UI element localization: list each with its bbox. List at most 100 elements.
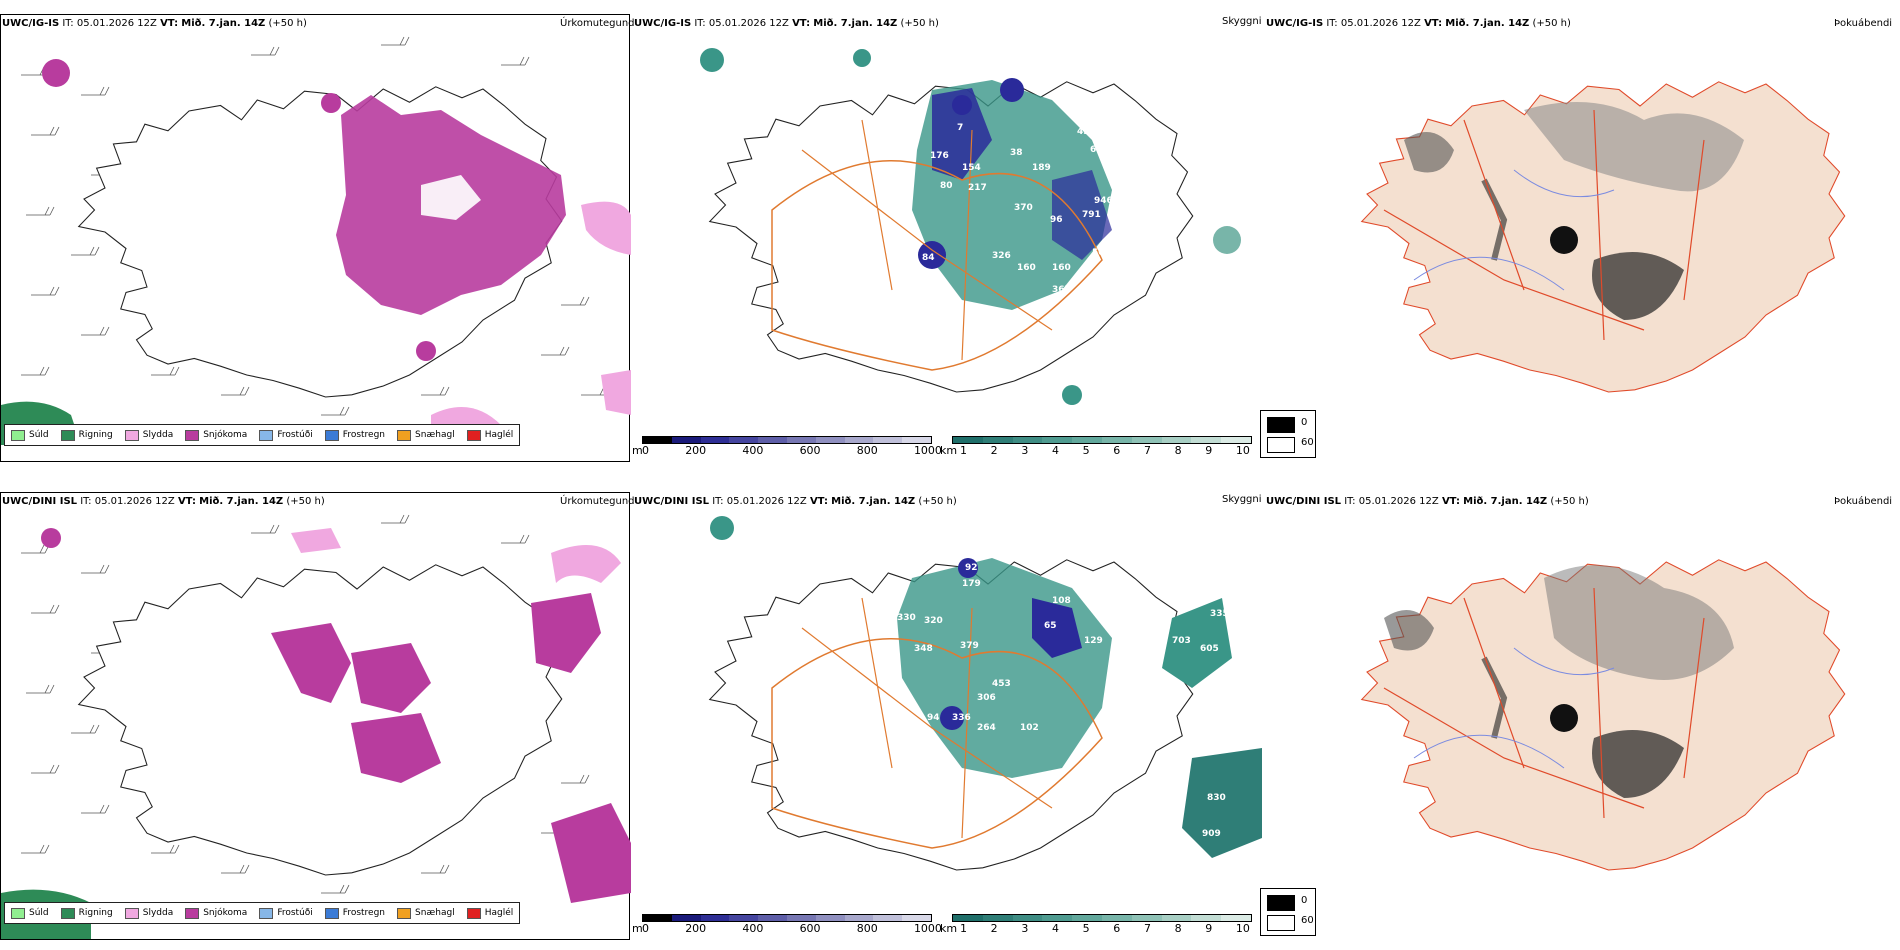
panel-title: Úrkomutegund [560, 18, 635, 29]
panel-header: UWC/IG-IS IT: 05.01.2026 12Z VT: Mið. 7.… [634, 18, 939, 29]
legend-item: Frostregn [324, 907, 385, 919]
legend-item: Snjókoma [185, 907, 247, 919]
fog-map[interactable] [1264, 508, 1894, 940]
legend-item: Snjókoma [185, 429, 247, 441]
precip-legend: Súld Rigning Slydda Snjókoma Frostúði Fr… [4, 902, 521, 924]
cloud-value: 179 [962, 579, 981, 589]
cloud-value: 370 [1014, 203, 1033, 213]
legend-item: Frostregn [324, 429, 385, 441]
cloud-value: 335 [1210, 609, 1229, 619]
fog-legend: 0 60 [1260, 410, 1316, 458]
cloud-value: 92 [965, 563, 978, 573]
legend-item: Snæhagl [397, 907, 455, 919]
cloud-value: 129 [1084, 636, 1103, 646]
cloudbase-colorbar [642, 436, 932, 444]
cloud-value: 453 [992, 679, 1011, 689]
cloud-value: 108 [1052, 596, 1071, 606]
cloud-value: 830 [1207, 793, 1226, 803]
legend-item: Rigning [60, 907, 113, 919]
colorbar-ticks: 1 2 3 4 5 6 7 8 9 10 [960, 922, 1250, 935]
cloud-value: 379 [960, 641, 979, 651]
cloud-value: 94 [927, 713, 940, 723]
precip-type-panel-bottom: UWC/DINI ISL IT: 05.01.2026 12Z VT: Mið.… [0, 478, 635, 940]
cloud-value: 526 [1117, 215, 1136, 225]
cloud-value: 96 [1050, 215, 1063, 225]
panel-title: Þokuábendi [1834, 496, 1893, 507]
cloud-value: 306 [977, 693, 996, 703]
cloud-value: 791 [1082, 210, 1101, 220]
visibility-panel-bottom: UWC/DINI ISL IT: 05.01.2026 12Z VT: Mið.… [632, 478, 1262, 940]
cloud-value: 102 [1020, 723, 1039, 733]
cloud-value: 65 [1044, 621, 1057, 631]
legend-item: Frostúði [259, 907, 313, 919]
cloud-value: 453 [1077, 127, 1096, 137]
colorbar-unit: m [632, 922, 643, 935]
fog-map[interactable] [1264, 30, 1894, 462]
visibility-map[interactable]: 7 176 80 154 217 38 189 453 604 946 370 … [632, 30, 1262, 462]
panel-header: UWC/DINI ISL IT: 05.01.2026 12Z VT: Mið.… [1266, 496, 1589, 507]
legend-item: Haglél [466, 907, 513, 919]
fog-panel-top: UWC/IG-IS IT: 05.01.2026 12Z VT: Mið. 7.… [1260, 0, 1894, 462]
cloud-value: 348 [914, 644, 933, 654]
cloud-value: 154 [962, 163, 981, 173]
cloud-value: 160 [1017, 263, 1036, 273]
cloud-value: 189 [1032, 163, 1051, 173]
cloud-value: 367 [1052, 285, 1071, 295]
legend-item: Rigning [60, 429, 113, 441]
cloud-value: 505 [1092, 248, 1111, 258]
legend-item: Snæhagl [397, 429, 455, 441]
panel-title: Þokuábendi [1834, 18, 1893, 29]
cloud-value: 264 [977, 723, 996, 733]
precip-map[interactable] [0, 492, 631, 940]
panel-header: UWC/IG-IS IT: 05.01.2026 12Z VT: Mið. 7.… [2, 18, 307, 29]
legend-item: Súld [11, 429, 49, 441]
cloud-base-values: 92 179 108 330 320 379 348 65 129 703 60… [897, 563, 1229, 839]
cloud-value: 909 [1202, 829, 1221, 839]
legend-item: Slydda [124, 429, 173, 441]
cloud-value: 176 [930, 151, 949, 161]
precip-type-panel-top: UWC/IG-IS IT: 05.01.2026 12Z VT: Mið. 7.… [0, 0, 635, 462]
cloud-value: 217 [968, 183, 987, 193]
cloud-value: 38 [1010, 148, 1023, 158]
colorbar-ticks: 0 200 400 600 800 1000 [642, 922, 942, 935]
panel-header: UWC/IG-IS IT: 05.01.2026 12Z VT: Mið. 7.… [1266, 18, 1571, 29]
visibility-colorbar [952, 914, 1252, 922]
visibility-colorbar [952, 436, 1252, 444]
legend-item: Súld [11, 907, 49, 919]
fog-legend: 0 60 [1260, 888, 1316, 936]
colorbar-ticks: 0 200 400 600 800 1000 [642, 444, 942, 457]
cloud-base-values: 7 176 80 154 217 38 189 453 604 946 370 … [922, 123, 1151, 295]
cloud-value: 605 [1200, 644, 1219, 654]
cloudbase-colorbar [642, 914, 932, 922]
cloud-value: 160 [1052, 263, 1071, 273]
cloud-value: 330 [897, 613, 916, 623]
colorbar-unit: km [940, 444, 958, 457]
cloud-value: 326 [992, 251, 1011, 261]
legend-item: Frostúði [259, 429, 313, 441]
panel-title: Skyggni [1222, 16, 1262, 27]
cloud-value: 290 [1132, 209, 1151, 219]
cloud-value: 336 [952, 713, 971, 723]
colorbar-unit: km [940, 922, 958, 935]
cloud-value: 84 [922, 253, 935, 263]
cloud-value: 320 [924, 616, 943, 626]
precip-map[interactable] [0, 14, 631, 462]
panel-title: Skyggni [1222, 494, 1262, 505]
panel-header: UWC/DINI ISL IT: 05.01.2026 12Z VT: Mið.… [2, 496, 325, 507]
visibility-map[interactable]: 92 179 108 330 320 379 348 65 129 703 60… [632, 508, 1262, 940]
colorbar-ticks: 1 2 3 4 5 6 7 8 9 10 [960, 444, 1250, 457]
legend-item: Slydda [124, 907, 173, 919]
panel-header: UWC/DINI ISL IT: 05.01.2026 12Z VT: Mið.… [634, 496, 957, 507]
cloud-value: 7 [957, 123, 963, 133]
fog-panel-bottom: UWC/DINI ISL IT: 05.01.2026 12Z VT: Mið.… [1260, 478, 1894, 940]
precip-legend: Súld Rigning Slydda Snjókoma Frostúði Fr… [4, 424, 521, 446]
cloud-value: 163 [1064, 793, 1083, 803]
cloud-value: 155 [1122, 275, 1141, 285]
panel-title: Úrkomutegund [560, 496, 635, 507]
cloud-value: 946 [1094, 196, 1113, 206]
legend-item: Haglél [466, 429, 513, 441]
colorbar-unit: m [632, 444, 643, 457]
cloud-value: 80 [940, 181, 953, 191]
visibility-panel-top: UWC/IG-IS IT: 05.01.2026 12Z VT: Mið. 7.… [632, 0, 1262, 462]
cloud-value: 703 [1172, 636, 1191, 646]
